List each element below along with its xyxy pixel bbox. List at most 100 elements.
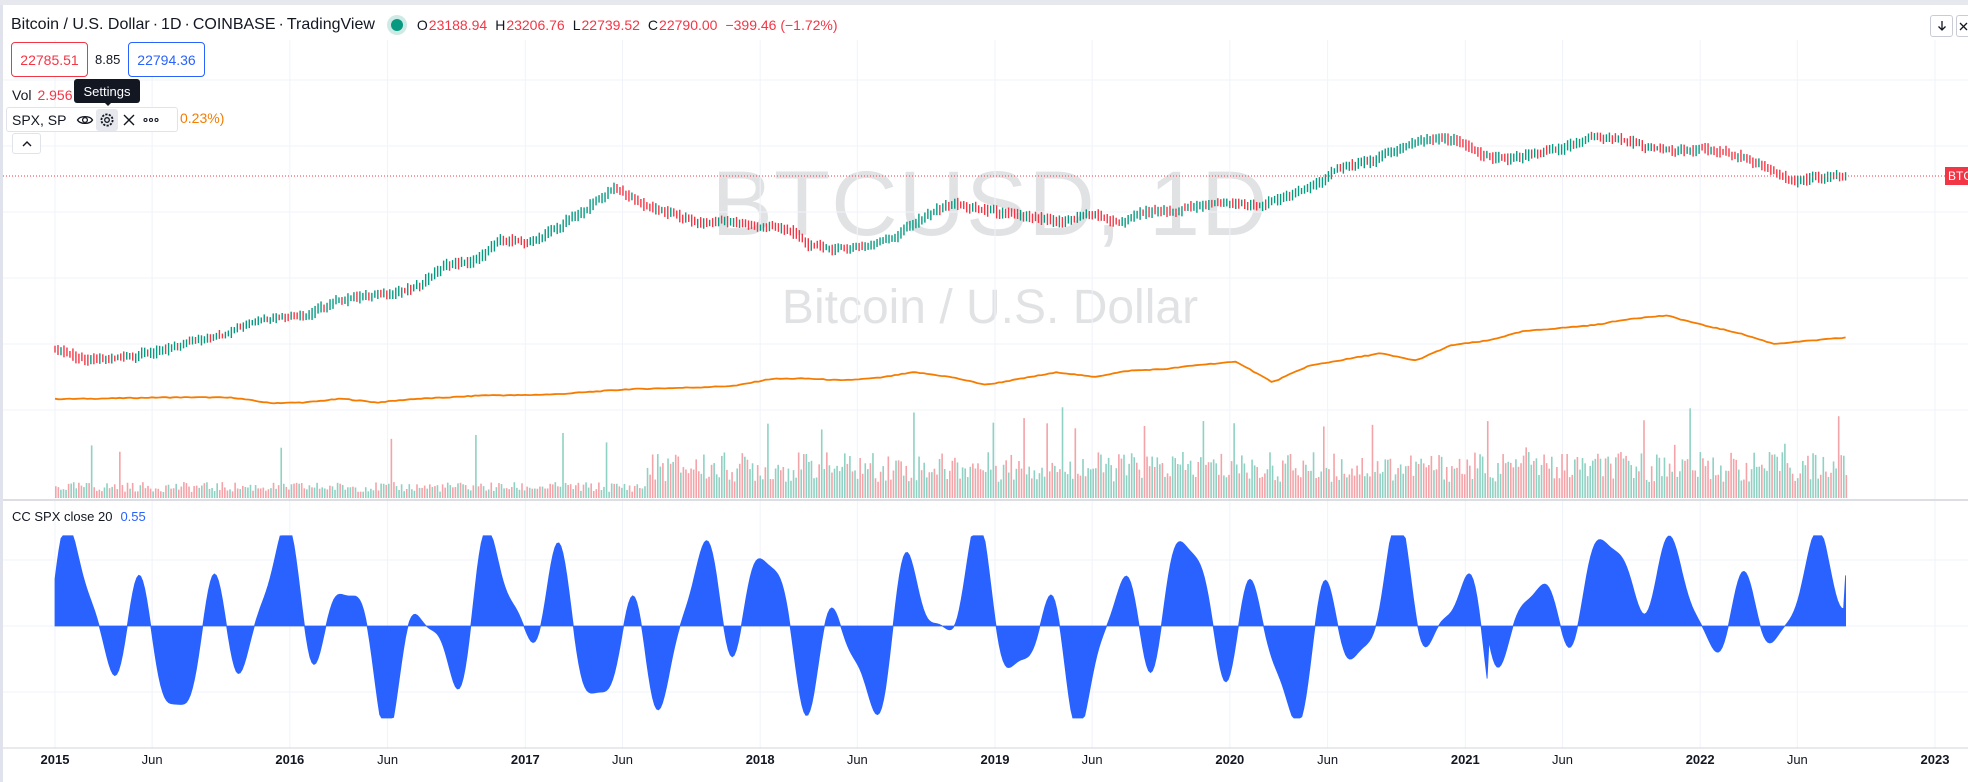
volume-bar xyxy=(908,481,910,498)
volume-bar xyxy=(172,488,175,498)
volume-bar xyxy=(316,482,318,498)
symbol-name[interactable]: Bitcoin / U.S. Dollar xyxy=(11,16,150,33)
volume-bar xyxy=(1151,456,1153,498)
volume-bar xyxy=(767,423,769,498)
volume-bar xyxy=(1599,458,1602,498)
volume-bar xyxy=(1363,476,1366,498)
time-axis-label: 2017 xyxy=(510,752,540,767)
close-pane-button[interactable] xyxy=(1956,15,1968,37)
volume-bar xyxy=(308,485,311,498)
volume-bar xyxy=(1620,452,1622,498)
buy-button[interactable]: 22794.36 xyxy=(128,42,205,77)
volume-bar xyxy=(895,460,897,498)
volume-bar xyxy=(1002,464,1005,498)
volume-bar xyxy=(116,489,119,498)
volume-bar xyxy=(585,482,587,498)
market-status-icon[interactable] xyxy=(390,19,403,31)
volume-bar xyxy=(1123,454,1125,498)
volume-bar xyxy=(1397,468,1399,498)
volume-bar xyxy=(472,485,475,498)
volume-bar xyxy=(1732,458,1735,498)
volume-bar xyxy=(987,452,990,498)
volume-bar xyxy=(467,489,470,498)
volume-bar xyxy=(1799,473,1802,498)
volume-bar xyxy=(1402,473,1405,498)
volume-bar xyxy=(1781,452,1784,498)
study-legend-spx[interactable]: SPX, SP xyxy=(6,107,178,132)
volume-bar xyxy=(1638,471,1640,498)
scroll-down-button[interactable] xyxy=(1930,15,1953,37)
exchange[interactable]: COINBASE xyxy=(192,16,276,33)
volume-bar xyxy=(1451,466,1453,498)
volume-bar xyxy=(1333,453,1335,498)
volume-bar xyxy=(464,485,467,498)
volume-bar xyxy=(480,483,482,498)
volume-bar xyxy=(1802,460,1804,498)
volume-bar xyxy=(1010,454,1013,498)
volume-bar xyxy=(680,472,682,498)
volume-bar xyxy=(1023,418,1025,498)
top-border xyxy=(0,0,1968,5)
symbol-legend[interactable]: Bitcoin / U.S. Dollar · 1D · COINBASE · … xyxy=(11,15,846,35)
volume-bar xyxy=(1750,469,1753,498)
close-icon[interactable] xyxy=(118,109,140,131)
study-value: 0.23%) xyxy=(180,110,225,126)
volume-bar xyxy=(198,487,201,498)
volume-bar xyxy=(288,489,290,498)
legend-separator: · xyxy=(152,16,159,33)
volume-bar xyxy=(541,486,544,498)
volume-bar xyxy=(621,487,623,498)
volume-bar xyxy=(160,491,162,498)
volume-value: 2.956 xyxy=(37,87,73,103)
volume-bar xyxy=(677,456,680,498)
volume-bar xyxy=(1279,481,1282,498)
volume-bar xyxy=(1714,475,1717,498)
sell-button[interactable]: 22785.51 xyxy=(11,42,88,77)
volume-bar xyxy=(265,490,267,498)
volume-bar xyxy=(738,463,741,498)
volume-bar xyxy=(252,490,254,498)
volume-bar xyxy=(690,468,692,498)
volume-bar xyxy=(1625,455,1627,498)
gear-icon[interactable] xyxy=(96,108,119,131)
volume-bar xyxy=(1702,458,1704,498)
volume-bar xyxy=(1018,461,1020,498)
volume-bar xyxy=(969,466,972,498)
time-axis-label: 2015 xyxy=(40,752,70,767)
volume-bar xyxy=(1627,460,1630,498)
volume-bar xyxy=(1650,466,1653,498)
volume-bar xyxy=(1543,454,1545,498)
volume-bar xyxy=(813,478,815,498)
volume-bar xyxy=(334,489,336,498)
volume-bar xyxy=(229,489,231,498)
volume-bar xyxy=(856,478,859,498)
volume-legend[interactable]: Vol 2.956 xyxy=(12,87,73,103)
time-axis-label: 2019 xyxy=(980,752,1010,767)
eye-icon[interactable] xyxy=(74,109,96,131)
volume-bar xyxy=(1230,461,1233,498)
volume-bar xyxy=(1817,478,1819,498)
volume-bar xyxy=(1143,425,1146,498)
volume-bar xyxy=(1445,466,1448,498)
indicator-legend[interactable]: CC SPX close 20 0.55 xyxy=(12,509,146,524)
volume-bar xyxy=(1412,475,1415,498)
volume-bar xyxy=(1476,468,1479,498)
volume-bar xyxy=(1791,473,1794,498)
volume-bar xyxy=(65,489,67,498)
volume-bar xyxy=(513,482,516,498)
volume-bar xyxy=(1579,469,1581,498)
volume-bar xyxy=(1079,475,1082,498)
volume-bar xyxy=(1325,467,1328,498)
volume-bar xyxy=(147,485,149,498)
collapse-legend-button[interactable] xyxy=(12,133,41,154)
interval[interactable]: 1D xyxy=(161,16,182,33)
volume-bar xyxy=(526,486,528,498)
more-icon[interactable] xyxy=(140,109,162,131)
volume-bar xyxy=(62,489,65,498)
volume-bar xyxy=(1241,455,1243,498)
volume-bar xyxy=(744,456,746,498)
volume-bar xyxy=(175,483,177,498)
volume-bar xyxy=(1737,469,1740,498)
volume-bar xyxy=(1233,423,1235,498)
